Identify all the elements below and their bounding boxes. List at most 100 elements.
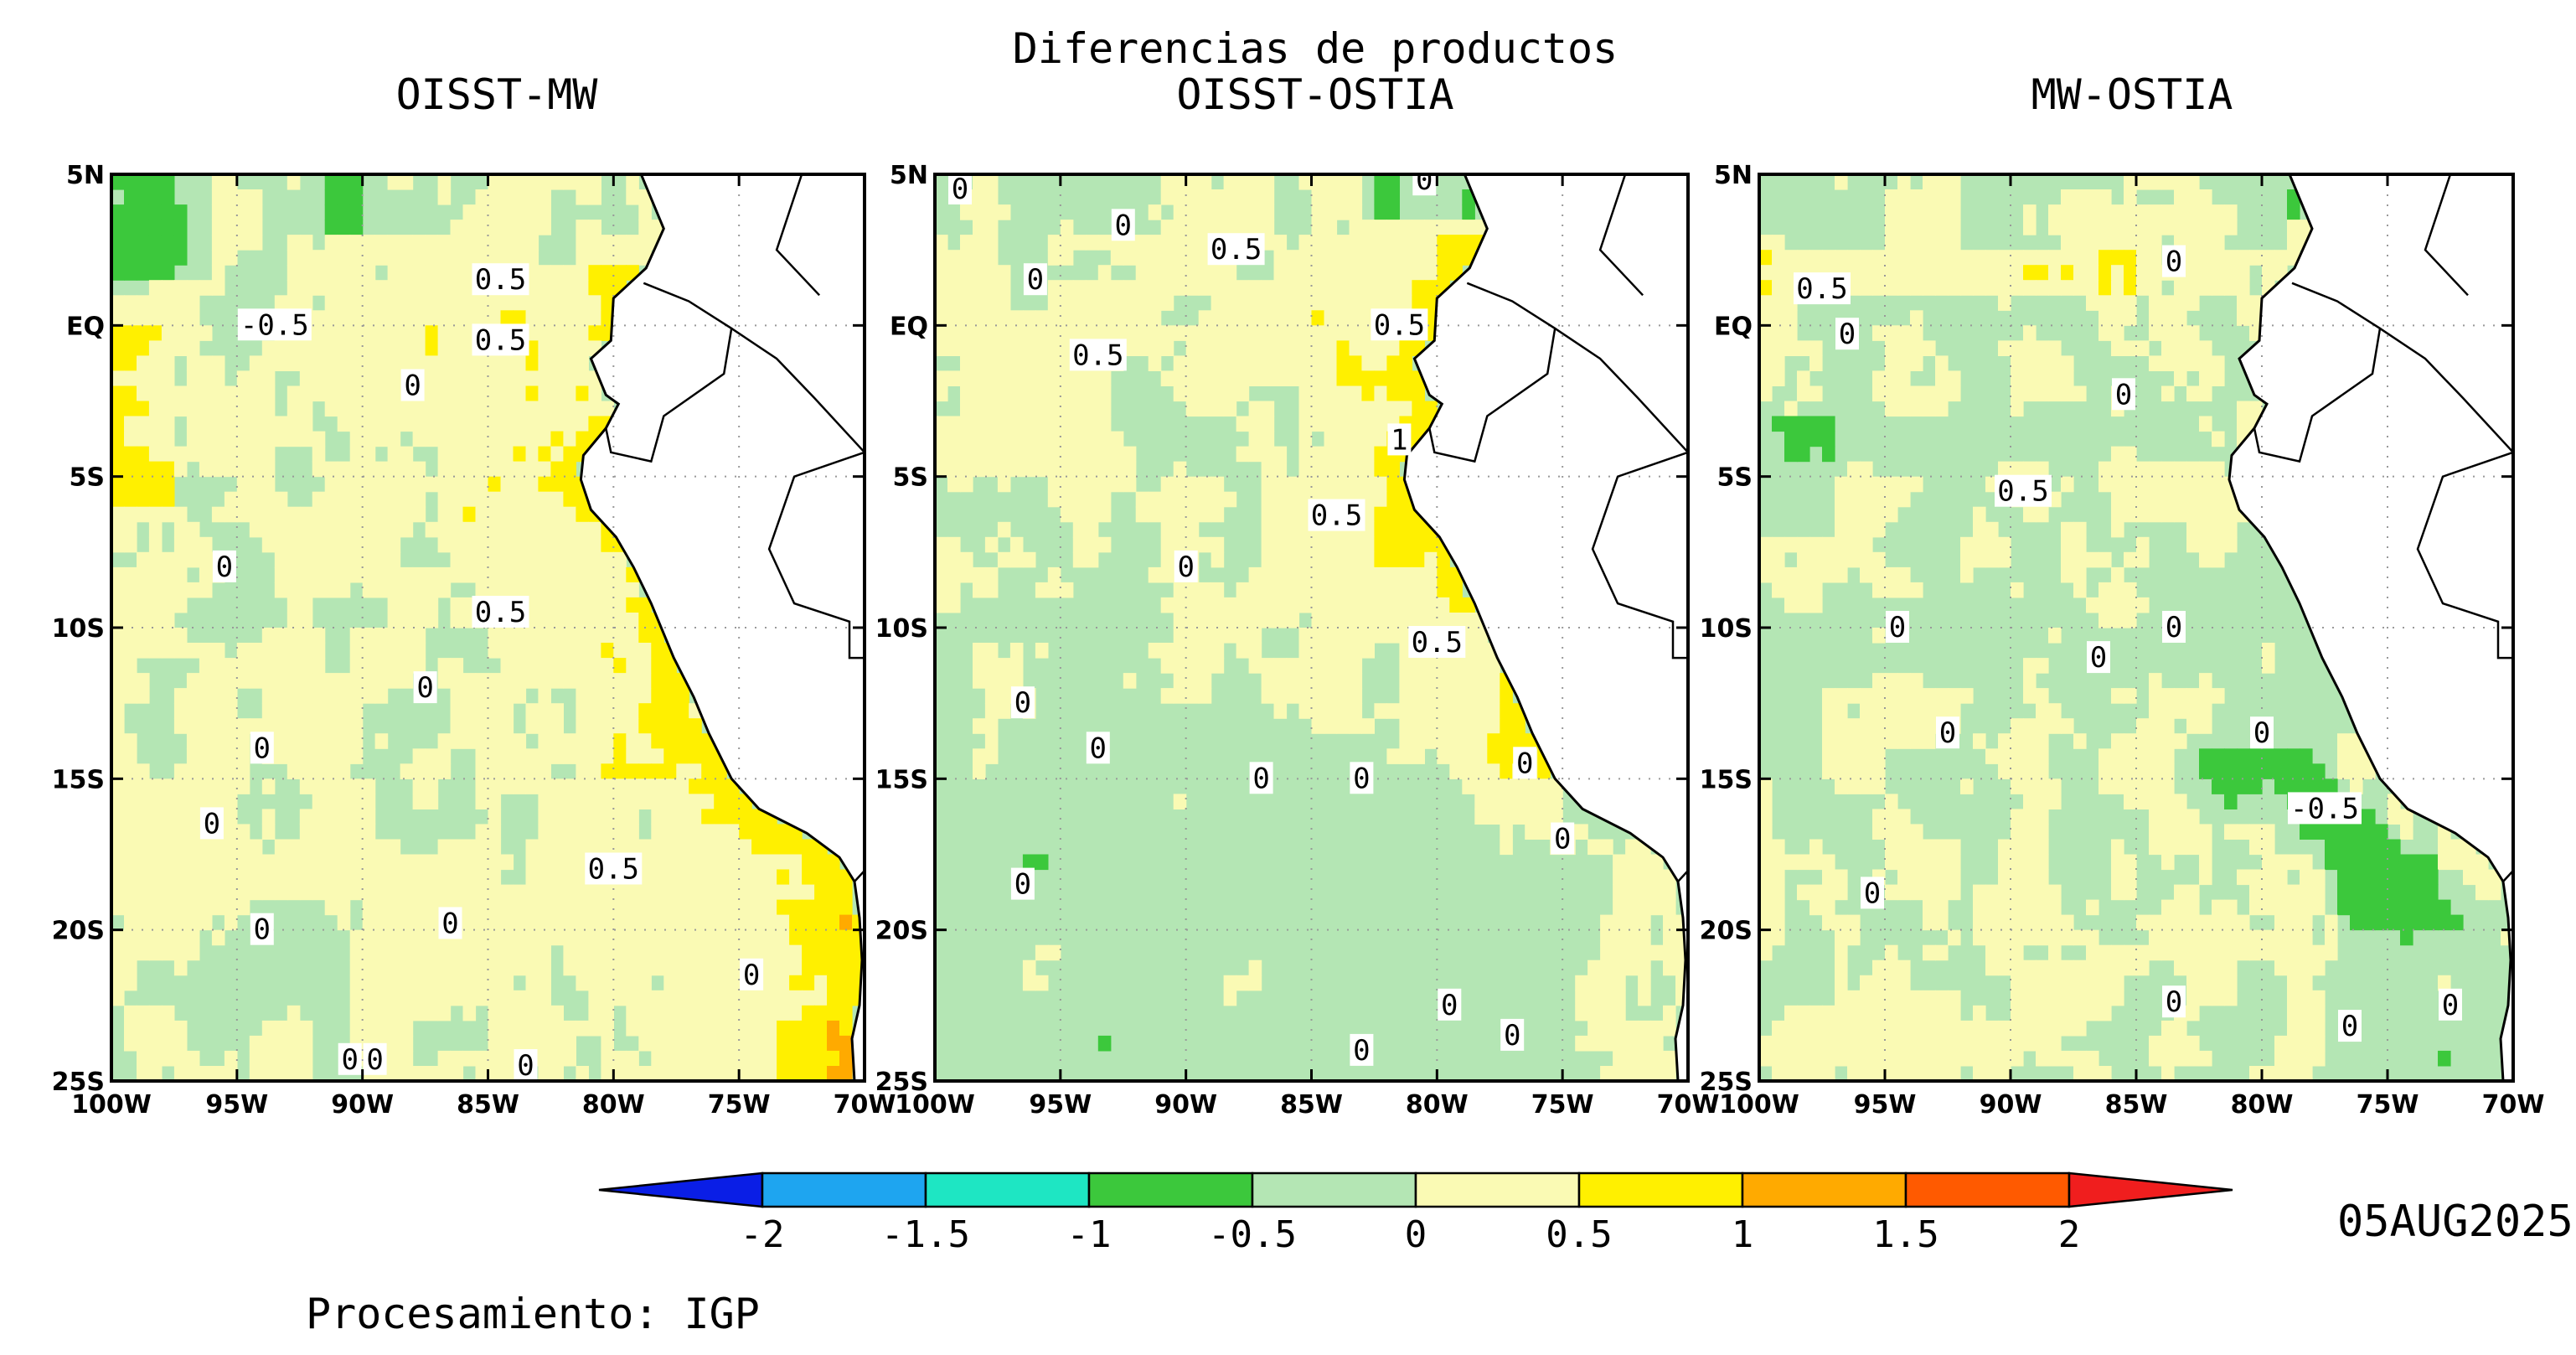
lat-tick-label: 15S [1700, 765, 1753, 794]
contour-label-bg [199, 807, 224, 840]
contour-label-bg [1249, 762, 1273, 794]
panel-title: OISST-MW [396, 70, 599, 119]
lat-tick-label: 10S [875, 614, 928, 644]
contour-label-bg [1513, 747, 1537, 779]
contour-label-bg [250, 732, 274, 764]
contour-label-bg [2087, 641, 2110, 674]
contour-label: 0 [1353, 1034, 1370, 1068]
contour-label: 0.5 [1072, 339, 1123, 372]
lat-tick-label: 20S [875, 917, 928, 946]
contour-label: 0.5 [1311, 499, 1362, 533]
lat-tick-label: 25S [52, 1068, 105, 1097]
lat-tick-label: 5S [1717, 463, 1753, 493]
country-border [767, 451, 865, 659]
contour-label-bg [438, 907, 462, 939]
contour-label-bg [1995, 474, 2052, 507]
lat-tick-label: 5N [890, 161, 928, 190]
colorbar-label: 1.5 [1872, 1213, 1938, 1256]
lon-tick-label: 95W [205, 1090, 268, 1120]
lon-tick-label: 85W [2105, 1090, 2168, 1120]
lon-tick-label: 90W [1154, 1090, 1217, 1120]
contour-label: 0 [2115, 378, 2132, 411]
lon-tick-label: 80W [2231, 1090, 2294, 1120]
contour-label: 0 [1252, 762, 1269, 795]
lat-tick-label: 5S [70, 463, 105, 493]
lon-tick-label: 100W [895, 1090, 975, 1120]
contour-label-bg [1086, 732, 1110, 764]
coastline [2228, 174, 2512, 1081]
country-border [1428, 282, 1556, 463]
contour-label: 0 [1516, 747, 1533, 780]
grid-lines [935, 174, 1688, 1081]
contour-label: 0 [416, 671, 433, 705]
country-border [1591, 451, 1688, 659]
contour-label: 0 [1353, 762, 1370, 795]
colorbar-label: -2 [741, 1213, 785, 1256]
contour-label-bg [1438, 988, 1462, 1021]
contour-label: 0 [366, 1043, 383, 1077]
lon-tick-label: 95W [1029, 1090, 1092, 1120]
panel-title: MW-OSTIA [2031, 70, 2233, 119]
country-border [2416, 451, 2513, 659]
contour-label: 0 [204, 807, 220, 840]
contour-label-bg [2439, 988, 2462, 1021]
colorbar-segment [1414, 1171, 1581, 1208]
contour-label-bg [2250, 716, 2274, 749]
lat-tick-label: 5N [66, 161, 105, 190]
contour-label-bg [1500, 1018, 1525, 1051]
colorbar-label: 1 [1732, 1213, 1754, 1256]
country-border [1598, 174, 1644, 297]
contour-label: 0.5 [1796, 272, 1847, 306]
contour-label: 0 [1504, 1019, 1520, 1052]
contour-label: 0 [1839, 318, 1856, 351]
contour-label-bg [1069, 339, 1127, 371]
contour-label: 0.5 [475, 263, 526, 297]
colorbar-label: -1.5 [881, 1213, 970, 1256]
contour-label: 0 [1014, 686, 1031, 720]
contour-label-bg [1886, 611, 1909, 643]
colorbar-segment [924, 1171, 1091, 1208]
contour-label-bg [1936, 716, 1959, 749]
contour-label: -0.5 [240, 308, 309, 342]
contour-label-bg [472, 263, 529, 296]
contour-label-bg [212, 550, 236, 582]
contour-label: 0 [2166, 985, 2182, 1019]
lon-tick-label: 75W [2357, 1090, 2419, 1120]
contour-label: -0.5 [2290, 792, 2359, 825]
lon-tick-label: 100W [1719, 1090, 1799, 1120]
lat-tick-label: EQ [1714, 312, 1753, 341]
lat-tick-label: 20S [1700, 917, 1753, 946]
contour-label: 0 [404, 370, 421, 403]
contour-label-bg [1412, 174, 1437, 196]
processing-credit: Procesamiento: IGP [306, 1290, 760, 1338]
lon-tick-label: 100W [71, 1090, 152, 1120]
lon-tick-label: 75W [708, 1090, 771, 1120]
contour-label-bg [1387, 423, 1412, 456]
lat-tick-label: 25S [875, 1068, 928, 1097]
colorbar-label: 0 [1405, 1213, 1427, 1256]
grid-lines [1759, 174, 2513, 1081]
contour-label-bg [1408, 626, 1466, 658]
country-border [605, 282, 733, 463]
contour-label: 1 [1391, 423, 1407, 457]
contour-label: 0 [341, 1043, 358, 1077]
lon-tick-label: 75W [1531, 1090, 1594, 1120]
contour-label: 0 [2090, 641, 2107, 675]
contour-label-bg [1111, 209, 1135, 241]
contour-label: 0 [2253, 716, 2270, 750]
contour-label: 0 [1027, 263, 1044, 297]
contour-label: 0 [2341, 1010, 2358, 1043]
contour-label: 0.5 [1211, 233, 1262, 266]
contour-label-bg [1551, 822, 1575, 855]
contour-label: 0 [1014, 868, 1031, 902]
lon-tick-label: 95W [1854, 1090, 1917, 1120]
contour-label-bg [400, 369, 425, 401]
contour-label: 0.5 [475, 323, 526, 357]
country-border [775, 174, 821, 297]
colorbar-label: -1 [1067, 1213, 1112, 1256]
lat-tick-label: 5N [1714, 161, 1753, 190]
colorbar-under-arrow [598, 1171, 764, 1208]
